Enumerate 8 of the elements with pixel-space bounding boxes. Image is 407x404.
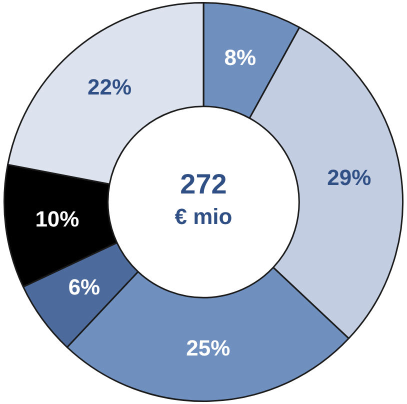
data-label: 8% bbox=[224, 45, 256, 70]
text: 272 bbox=[180, 168, 227, 200]
data-label: 10% bbox=[35, 206, 80, 232]
data-label: 22% bbox=[87, 74, 132, 100]
text: € mio bbox=[174, 204, 232, 230]
data-label: 29% bbox=[327, 164, 372, 190]
data-label: 6% bbox=[68, 274, 100, 300]
data-label: 25% bbox=[186, 335, 230, 360]
